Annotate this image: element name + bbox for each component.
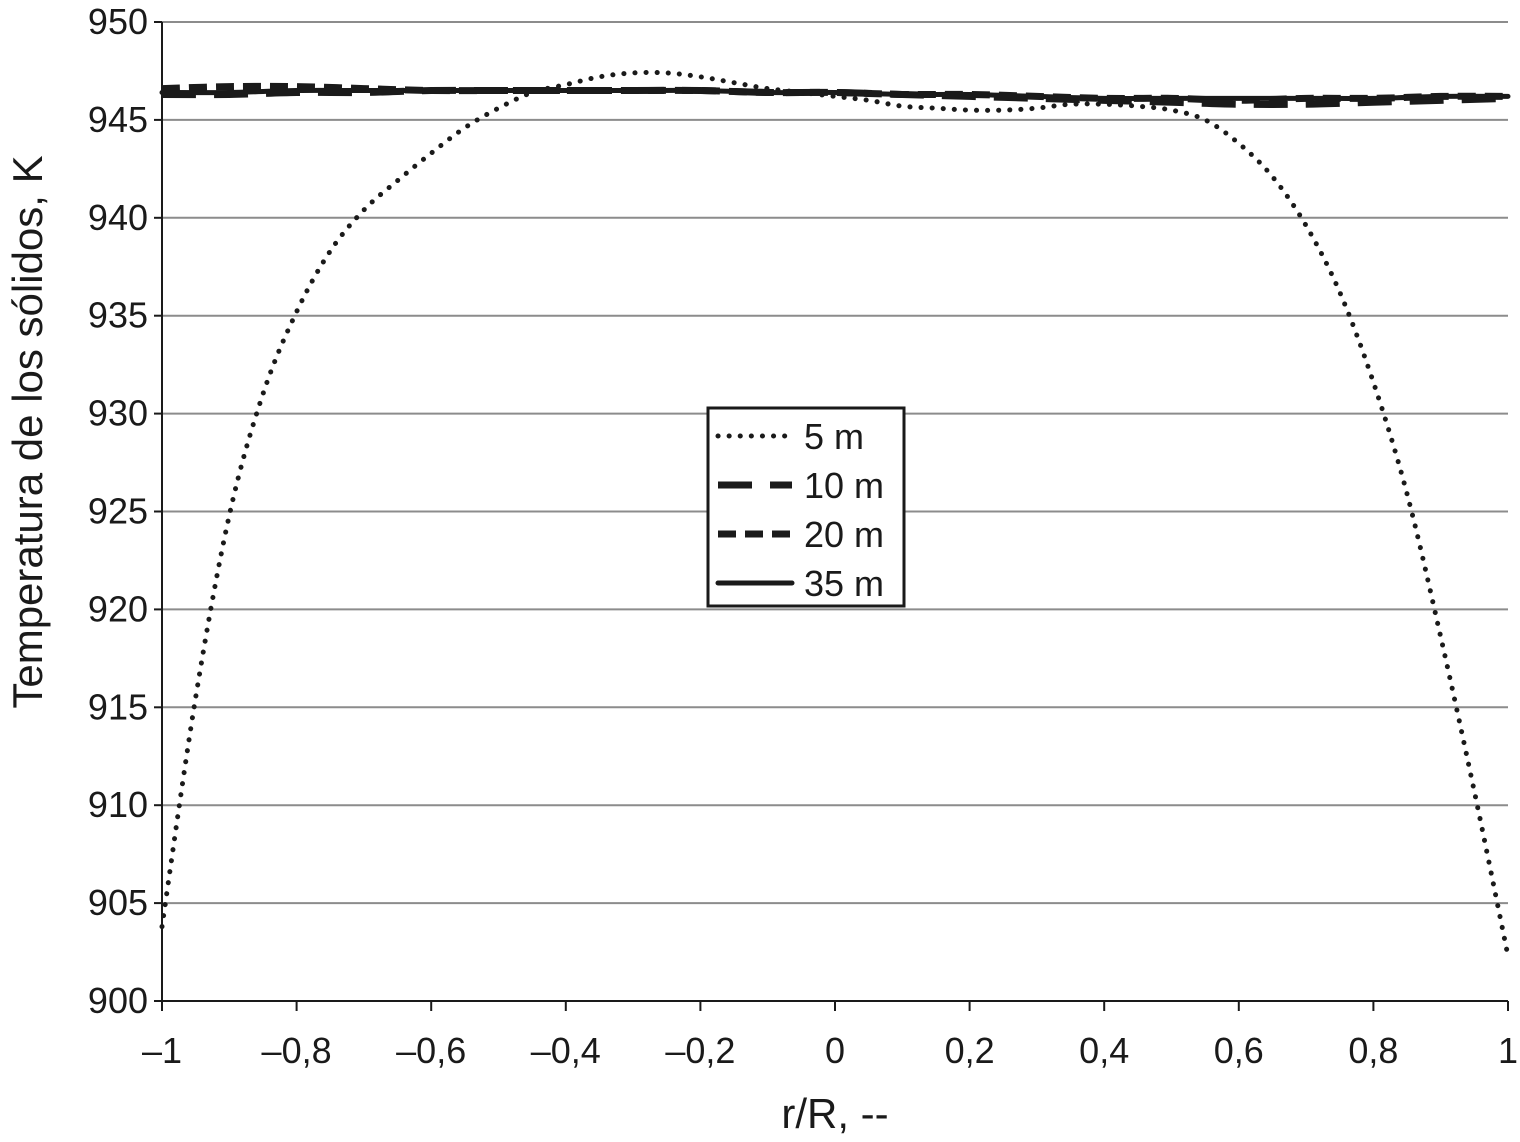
x-tick-label: –0,6 xyxy=(396,1030,466,1071)
x-tick-label: –0,4 xyxy=(531,1030,601,1071)
legend-items: 5 m 10 m 20 m 35 m xyxy=(715,416,884,604)
x-tick-label: 1 xyxy=(1498,1030,1518,1071)
y-tick-label: 920 xyxy=(88,588,148,629)
y-tick-label: 905 xyxy=(88,882,148,923)
x-tick-label: 0,8 xyxy=(1348,1030,1398,1071)
x-tick-label: 0,4 xyxy=(1079,1030,1129,1071)
axes xyxy=(154,21,1509,1011)
x-tick-label: –0,8 xyxy=(262,1030,332,1071)
x-tick-label: –1 xyxy=(142,1030,182,1071)
y-tick-label: 925 xyxy=(88,491,148,532)
series-line-5-m xyxy=(159,69,1511,959)
data-series xyxy=(159,69,1511,959)
y-tick-label: 930 xyxy=(88,393,148,434)
x-tick-label: 0,2 xyxy=(945,1030,995,1071)
x-tick-label: 0 xyxy=(825,1030,845,1071)
series-line-35-m xyxy=(159,87,1511,102)
x-tick-label: –0,2 xyxy=(665,1030,735,1071)
x-tick-labels: –1 –0,8 –0,6 –0,4 –0,2 0 0,2 0,4 0,6 0,8 1 xyxy=(142,1030,1518,1071)
legend: 5 m 10 m 20 m 35 m xyxy=(706,406,906,608)
legend-label: 20 m xyxy=(804,514,884,555)
y-tick-label: 940 xyxy=(88,197,148,238)
y-tick-label: 945 xyxy=(88,99,148,140)
x-tick-label: 0,6 xyxy=(1214,1030,1264,1071)
legend-label: 35 m xyxy=(804,563,884,604)
y-tick-label: 935 xyxy=(88,295,148,336)
legend-label: 10 m xyxy=(804,465,884,506)
y-tick-label: 915 xyxy=(88,686,148,727)
x-axis-title: r/R, -- xyxy=(781,1090,888,1137)
y-tick-label: 950 xyxy=(88,1,148,42)
y-tick-label: 900 xyxy=(88,980,148,1021)
legend-box xyxy=(706,406,906,608)
legend-label: 5 m xyxy=(804,416,864,457)
y-tick-label: 910 xyxy=(88,784,148,825)
y-tick-labels: 900 905 910 915 920 925 930 935 940 945 950 xyxy=(88,1,148,1021)
y-axis-title: Temperatura de los sólidos, K xyxy=(4,155,51,708)
